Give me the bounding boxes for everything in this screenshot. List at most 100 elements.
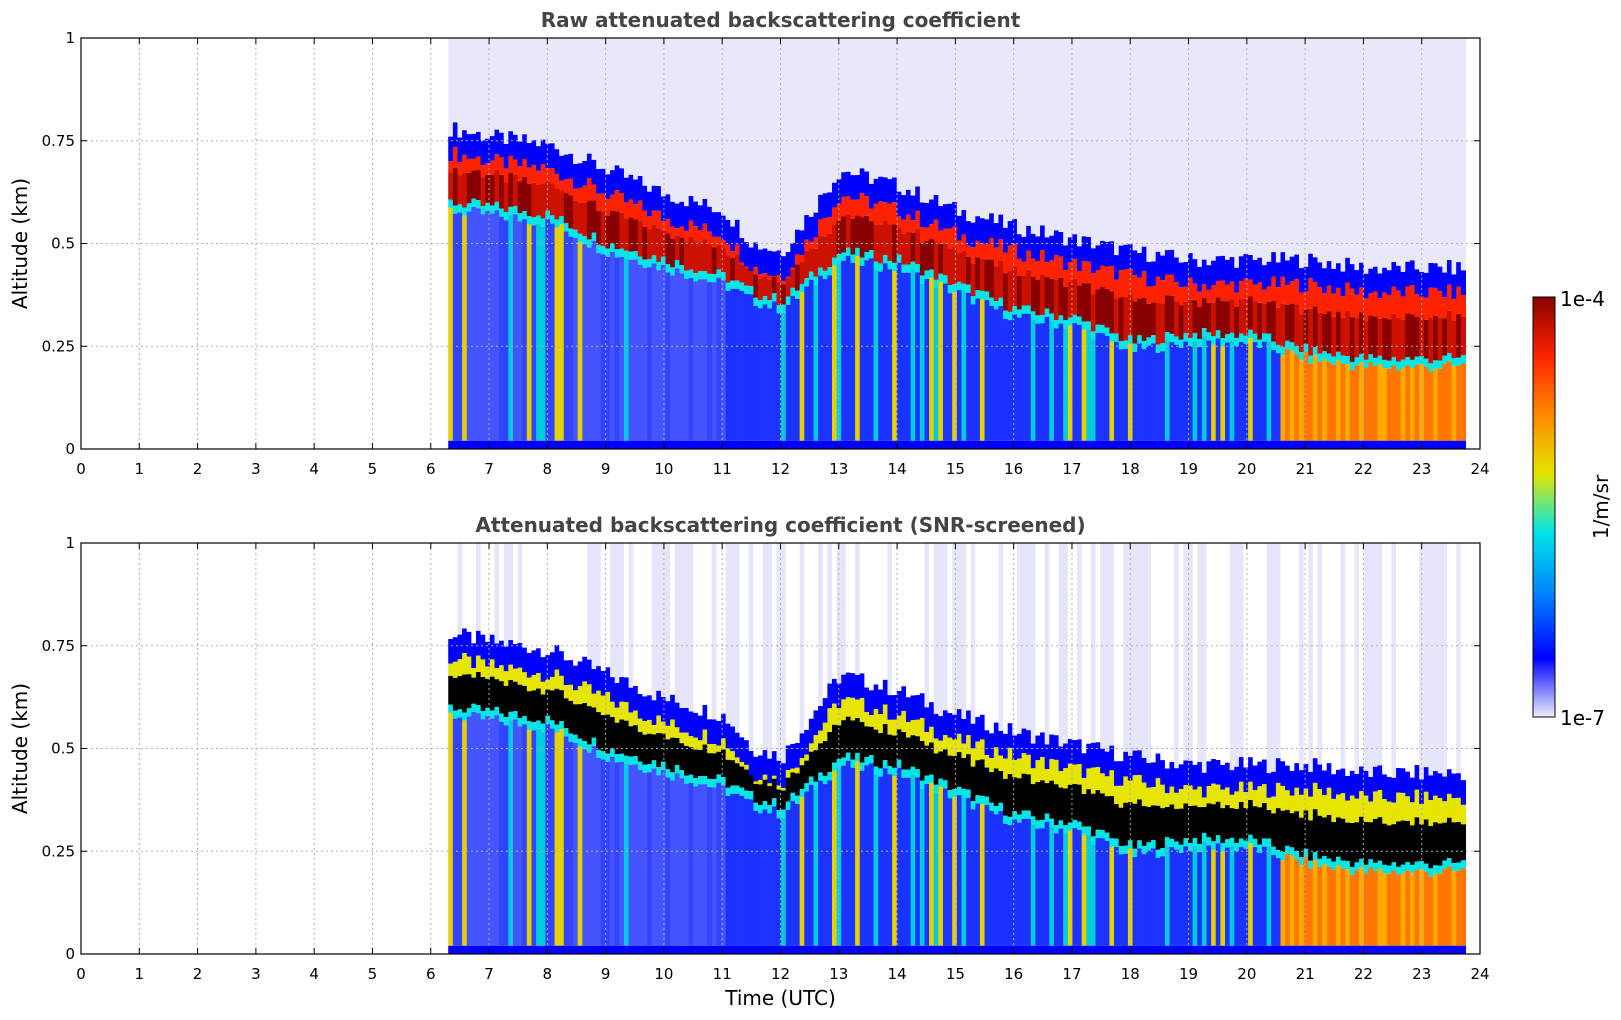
surface-cell xyxy=(933,440,939,449)
heatmap-column xyxy=(896,38,902,449)
layer-edge-cell xyxy=(1289,281,1295,304)
surface-cell xyxy=(989,945,995,954)
layer-edge-cell xyxy=(1261,784,1268,804)
layer-fringe-cell xyxy=(1141,246,1147,272)
heatmap-column xyxy=(1067,38,1074,449)
layer-core-cell xyxy=(1160,808,1166,849)
surface-cell xyxy=(1414,440,1420,449)
layer-core-cell xyxy=(961,251,967,284)
boundary-layer-cell xyxy=(1137,343,1143,441)
layer-core-cell xyxy=(1229,299,1235,333)
layer-edge-cell xyxy=(499,665,505,682)
boundary-layer-cell xyxy=(554,732,560,946)
surface-cell xyxy=(1081,440,1087,449)
layer-edge-cell xyxy=(1178,788,1184,809)
layer-edge-cell xyxy=(549,676,556,691)
layer-fringe-cell xyxy=(767,250,773,276)
layer-fringe-cell xyxy=(868,183,875,209)
sky-cell xyxy=(905,543,912,698)
layer-base-cell xyxy=(1183,838,1189,847)
sky-cell xyxy=(716,38,722,213)
heatmap-column xyxy=(471,38,477,449)
layer-core-cell xyxy=(827,731,833,773)
surface-cell xyxy=(822,440,828,449)
boundary-layer-cell xyxy=(933,288,939,441)
boundary-layer-cell xyxy=(1280,860,1286,946)
boundary-layer-cell xyxy=(864,765,870,946)
sky-cell xyxy=(1229,543,1235,771)
boundary-layer-cell xyxy=(845,760,852,946)
boundary-layer-cell xyxy=(1238,846,1245,946)
layer-edge-cell xyxy=(1183,785,1189,804)
heatmap-column xyxy=(1460,543,1467,954)
sky-cell xyxy=(1303,38,1309,267)
sky-cell xyxy=(1317,543,1323,765)
boundary-layer-cell xyxy=(503,725,509,946)
sky-cell xyxy=(1322,38,1328,269)
boundary-layer-cell xyxy=(679,273,685,441)
surface-cell xyxy=(758,945,764,954)
layer-fringe-cell xyxy=(545,143,551,169)
layer-core-cell xyxy=(1132,301,1138,344)
layer-base-cell xyxy=(1446,353,1453,362)
sky-cell xyxy=(1058,543,1064,747)
layer-fringe-cell xyxy=(670,694,676,720)
layer-core-cell xyxy=(1174,301,1180,337)
layer-core-cell xyxy=(970,263,976,297)
layer-fringe-cell xyxy=(892,177,898,203)
sky-cell xyxy=(739,543,745,738)
layer-core-cell xyxy=(684,745,690,776)
heatmap-column xyxy=(1007,543,1013,954)
layer-base-cell xyxy=(693,273,699,282)
boundary-layer-cell xyxy=(499,721,505,946)
sky-cell xyxy=(1238,38,1245,257)
boundary-layer-cell xyxy=(693,786,699,946)
layer-fringe-cell xyxy=(1114,255,1120,280)
layer-core-cell xyxy=(859,722,865,763)
heatmap-column xyxy=(1335,38,1342,449)
layer-edge-cell xyxy=(1238,781,1245,803)
surface-cell xyxy=(896,440,902,449)
layer-core-cell xyxy=(989,772,995,803)
layer-base-cell xyxy=(1012,306,1018,315)
y-tick-label: 0 xyxy=(65,945,75,963)
layer-base-cell xyxy=(1053,320,1060,329)
layer-base-cell xyxy=(744,285,750,294)
heatmap-column xyxy=(1174,543,1180,954)
layer-edge-cell xyxy=(938,230,944,244)
layer-fringe-cell xyxy=(508,640,514,665)
layer-base-cell xyxy=(1312,851,1319,861)
layer-core-cell xyxy=(1114,804,1120,839)
layer-core-cell xyxy=(647,733,653,765)
sky-cell xyxy=(1118,38,1124,246)
layer-fringe-cell xyxy=(859,673,865,699)
layer-base-cell xyxy=(559,720,565,730)
surface-cell xyxy=(1312,945,1319,954)
layer-core-cell xyxy=(721,248,727,273)
layer-edge-cell xyxy=(942,228,949,244)
layer-base-cell xyxy=(979,290,986,300)
surface-cell xyxy=(1146,945,1152,954)
layer-core-cell xyxy=(822,236,828,271)
layer-core-cell xyxy=(998,260,1004,298)
boundary-layer-cell xyxy=(494,715,500,946)
layer-base-cell xyxy=(517,718,523,727)
sky-cell xyxy=(993,543,1000,723)
layer-base-cell xyxy=(614,249,620,258)
surface-cell xyxy=(1234,945,1240,954)
heatmap-column xyxy=(1433,38,1439,449)
heatmap-column xyxy=(1229,38,1235,449)
layer-core-cell xyxy=(1308,308,1314,356)
sky-cell xyxy=(517,38,523,142)
boundary-layer-cell xyxy=(508,215,514,441)
sky-cell xyxy=(471,38,477,134)
layer-fringe-cell xyxy=(665,194,671,220)
layer-base-cell xyxy=(1243,840,1249,849)
layer-core-cell xyxy=(1437,823,1443,866)
heatmap-column xyxy=(808,543,815,954)
layer-fringe-cell xyxy=(1067,237,1074,263)
layer-fringe-cell xyxy=(1400,271,1406,297)
layer-fringe-cell xyxy=(1326,763,1332,788)
boundary-layer-cell xyxy=(901,272,907,441)
layer-core-cell xyxy=(721,749,727,778)
